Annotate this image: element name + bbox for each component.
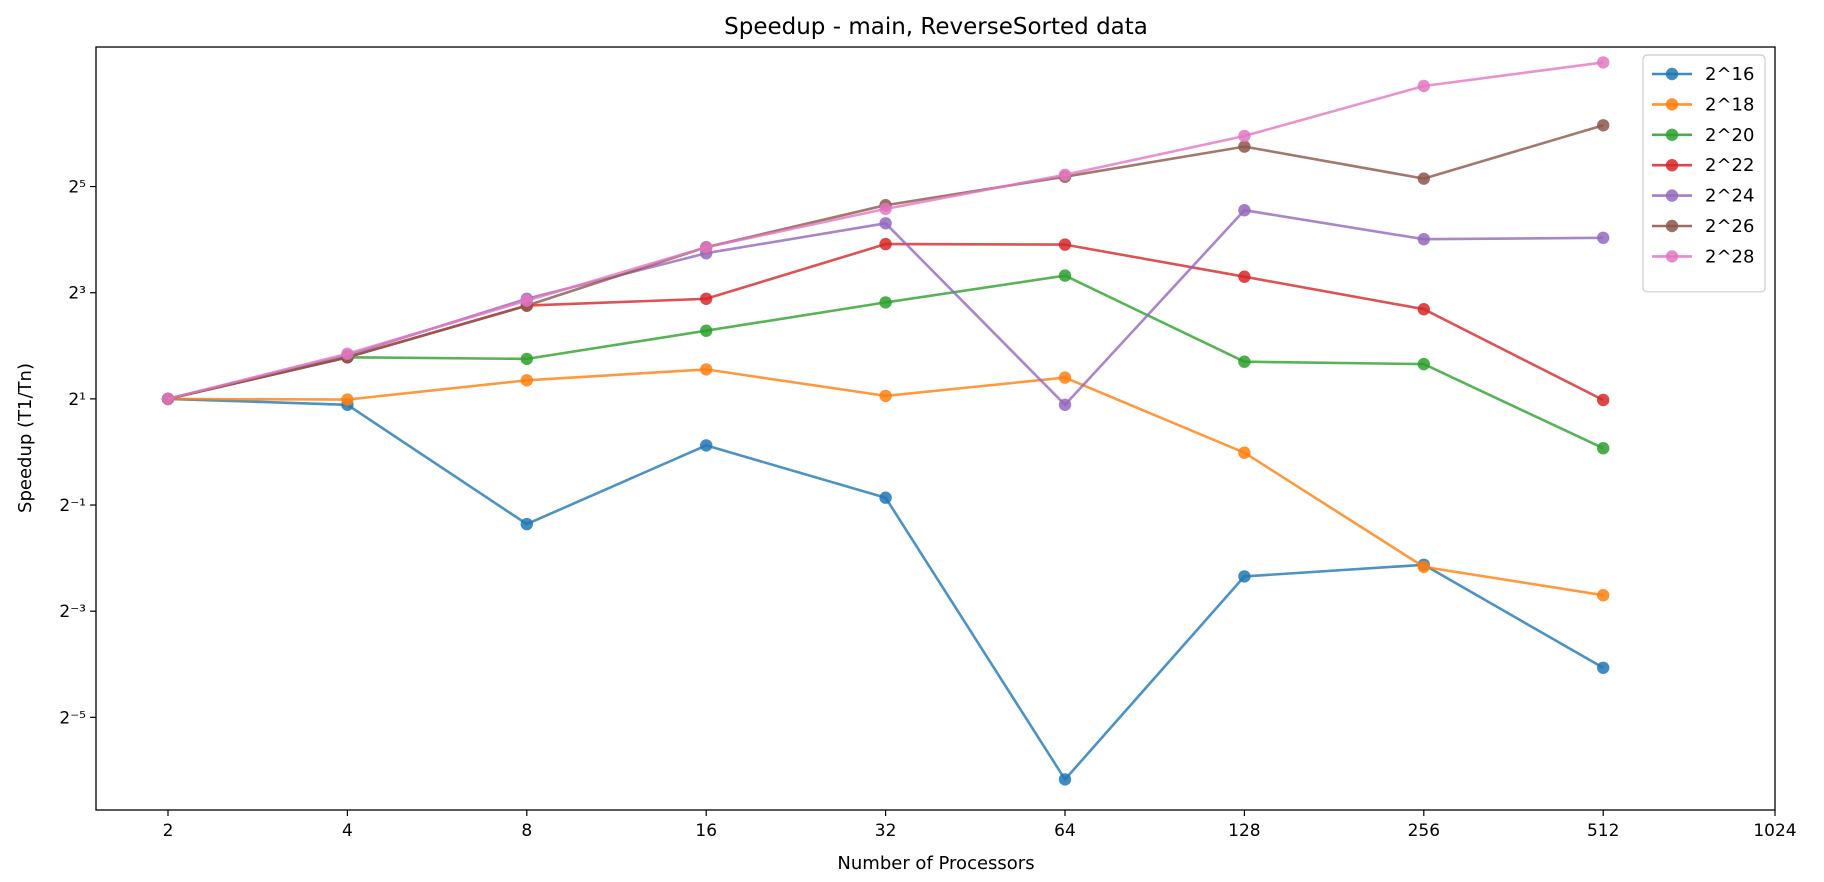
x-axis-label: Number of Processors (837, 853, 1034, 874)
legend-marker (1665, 189, 1679, 202)
data-point (1058, 238, 1072, 251)
data-point (1238, 204, 1251, 217)
legend-marker (1665, 67, 1679, 81)
data-point (341, 393, 354, 406)
y-tick-label: 2⁵ (68, 178, 86, 198)
plot-layer: 2 4 8 16 32 64 128 256 512 1024 2⁻⁵ 2⁻³ 2⁻¹ 2¹ 2³ 2⁵ (59, 56, 1797, 841)
x-tick-label: 2 (163, 821, 174, 841)
x-tick-label: 512 (1587, 821, 1619, 841)
legend-label: 2^22 (1705, 155, 1754, 176)
plot-frame (95, 46, 1776, 811)
legend-label: 2^28 (1705, 246, 1754, 267)
data-point (1597, 393, 1610, 407)
data-point (700, 439, 713, 452)
data-point (1417, 303, 1431, 316)
x-tick-label: 1024 (1753, 821, 1796, 841)
legend-marker (1665, 98, 1679, 111)
x-tick-label: 128 (1228, 821, 1260, 841)
data-point (1417, 357, 1431, 371)
data-point (1597, 661, 1610, 674)
y-tick-label: 2³ (68, 284, 86, 304)
x-tick-label: 256 (1408, 821, 1440, 841)
data-point (879, 296, 892, 309)
data-point (520, 294, 533, 307)
data-point (1058, 269, 1072, 282)
data-point (520, 352, 533, 366)
data-point (1597, 442, 1610, 455)
legend-label: 2^20 (1705, 125, 1754, 146)
data-point (879, 202, 892, 216)
data-point (520, 517, 533, 531)
data-point (1238, 140, 1251, 153)
x-tick-label: 8 (521, 821, 532, 841)
data-point (879, 237, 892, 251)
data-point (700, 324, 713, 337)
legend-label: 2^16 (1705, 64, 1754, 85)
series-2^28 (161, 56, 1610, 406)
data-point (1058, 168, 1072, 181)
chart-title: Speedup - main, ReverseSorted data (724, 14, 1148, 40)
data-point (700, 363, 713, 376)
data-point (879, 217, 892, 230)
data-point (341, 347, 354, 360)
data-point (1597, 231, 1610, 244)
legend-marker (1665, 250, 1679, 263)
data-point (879, 389, 892, 403)
x-tick-label: 64 (1054, 821, 1076, 841)
data-point (700, 292, 713, 305)
data-point (700, 241, 713, 254)
data-point (1597, 56, 1610, 69)
x-tick-label: 32 (875, 821, 897, 841)
legend: 2^16 2^18 2^20 2^22 2^24 2^26 2^28 (1642, 54, 1766, 293)
legend-marker (1665, 219, 1679, 233)
data-point (161, 392, 175, 406)
y-tick-label: 2¹ (68, 390, 86, 410)
legend-label: 2^24 (1705, 186, 1754, 207)
legend-marker (1665, 159, 1679, 172)
data-point (1417, 79, 1431, 93)
data-point (1597, 119, 1610, 132)
data-point (1238, 570, 1251, 583)
data-point (1238, 129, 1251, 143)
data-point (520, 374, 533, 387)
data-point (1417, 560, 1431, 574)
y-tick-label: 2⁻⁵ (59, 708, 86, 728)
data-point (1417, 172, 1431, 185)
data-point (1417, 233, 1431, 246)
y-axis-label: Speedup (T1/Tn) (15, 363, 36, 513)
legend-label: 2^18 (1705, 94, 1754, 115)
data-point (1238, 446, 1251, 459)
data-point (1058, 398, 1072, 411)
y-tick-label: 2⁻¹ (59, 496, 86, 516)
data-point (1238, 270, 1251, 283)
data-point (1238, 355, 1251, 368)
legend-label: 2^26 (1705, 216, 1754, 237)
legend-marker (1665, 128, 1679, 141)
data-point (1597, 589, 1610, 602)
data-point (879, 491, 892, 504)
data-point (1058, 371, 1072, 384)
x-tick-label: 4 (342, 821, 353, 841)
y-tick-label: 2⁻³ (59, 602, 86, 622)
x-tick-label: 16 (695, 821, 717, 841)
data-point (1058, 773, 1072, 786)
legend-box (1642, 54, 1766, 293)
